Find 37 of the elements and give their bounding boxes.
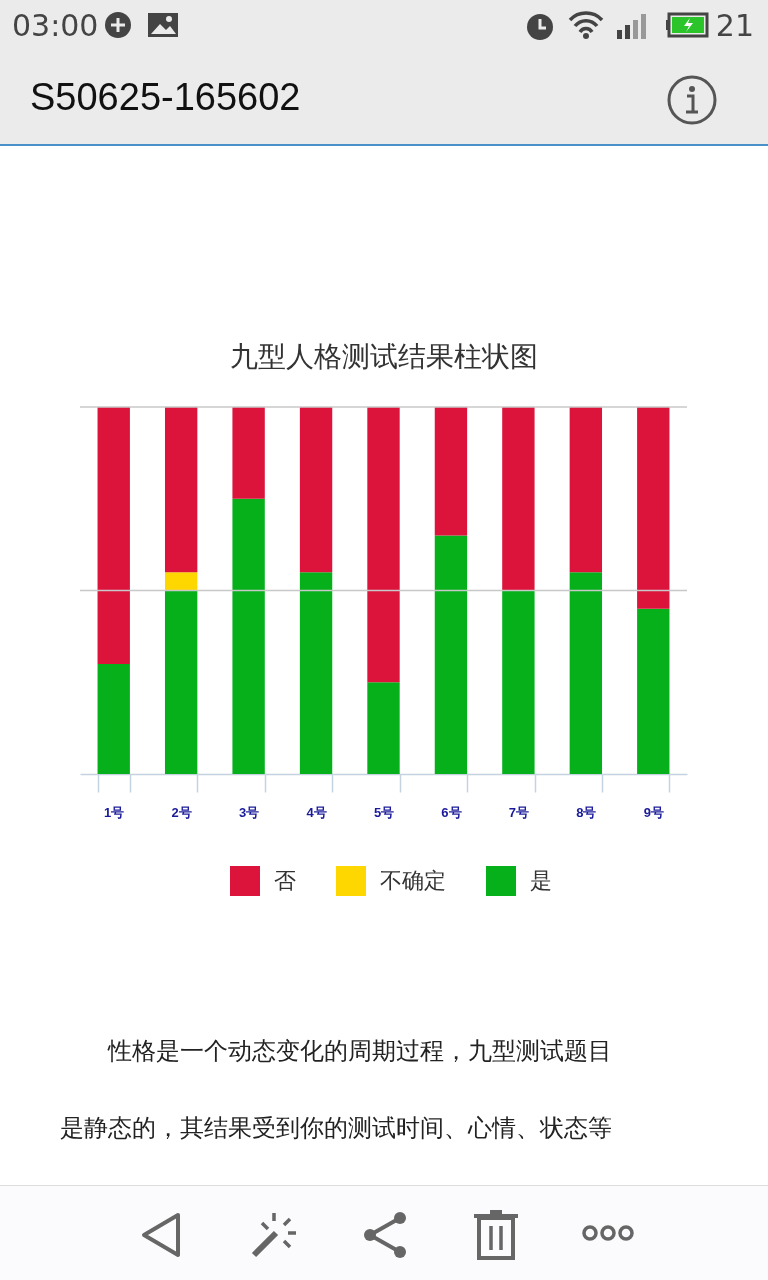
bar — [299, 407, 333, 573]
legend-label: 否 — [274, 868, 296, 893]
chart-title: 九型人格测试结果柱状图 — [229, 340, 538, 374]
bar — [164, 590, 198, 774]
bar — [637, 608, 670, 774]
bar — [569, 572, 603, 774]
x-tick-label: 5号 — [373, 804, 395, 820]
bar — [367, 682, 400, 774]
x-tick-label: 1号 — [104, 804, 125, 820]
x-tick-label: 6号 — [441, 804, 462, 820]
bar — [502, 590, 535, 774]
bar — [367, 407, 400, 683]
bar — [569, 407, 603, 573]
x-tick-label: 2号 — [171, 804, 192, 820]
x-tick-label: 3号 — [238, 804, 260, 820]
bar — [232, 498, 265, 774]
bar — [637, 407, 670, 609]
bar — [164, 407, 198, 573]
x-tick-label: 8号 — [576, 804, 597, 820]
x-tick-label: 4号 — [306, 804, 327, 820]
bar — [434, 407, 468, 536]
bar — [299, 572, 333, 774]
bar — [502, 407, 535, 591]
text: S50625-165602 — [30, 76, 301, 119]
x-tick-label: 9号 — [643, 804, 664, 820]
text: 是静态的，其结果受到你的测试时间、心情、状态等 — [59, 1113, 613, 1144]
text: 21 — [715, 8, 754, 43]
bar — [434, 535, 468, 774]
bar — [97, 407, 130, 664]
text: 性格是一个动态变化的周期过程，九型测试题目 — [106, 1036, 613, 1067]
bar — [97, 663, 130, 774]
text: 03:00 — [12, 8, 99, 43]
x-tick-label: 7号 — [508, 804, 530, 820]
legend-label: 不确定 — [380, 868, 446, 893]
bar — [164, 572, 198, 591]
legend-label: 是 — [530, 868, 552, 893]
bar — [232, 407, 265, 499]
